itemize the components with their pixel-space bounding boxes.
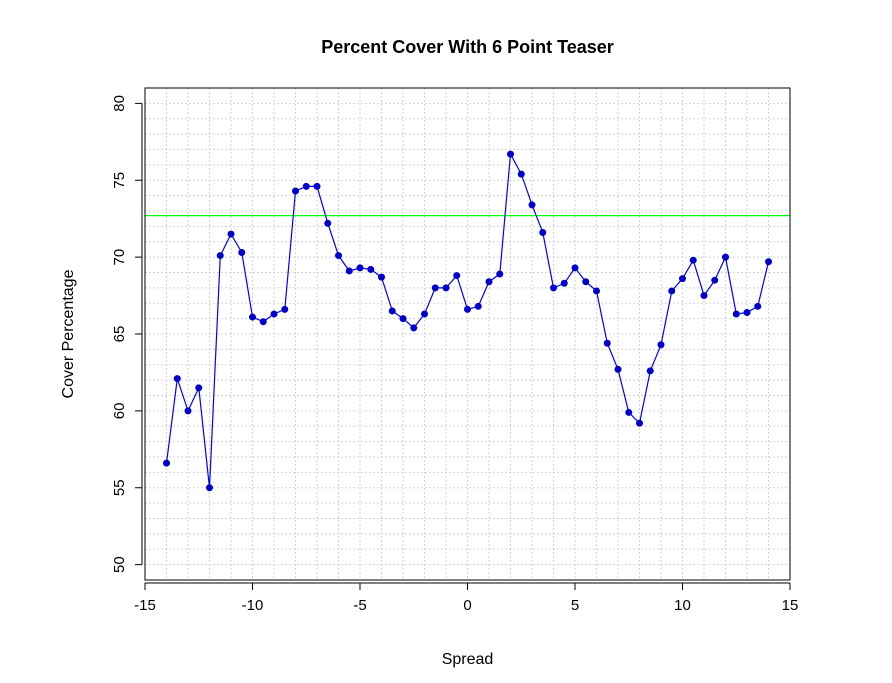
data-point — [496, 270, 504, 278]
data-point — [571, 264, 579, 272]
data-point — [636, 419, 643, 427]
data-point — [195, 384, 203, 392]
x-tick-label: -5 — [353, 597, 366, 614]
grid — [144, 87, 791, 581]
data-point — [550, 284, 557, 292]
data-point — [206, 484, 213, 492]
data-point — [732, 310, 740, 318]
data-point — [388, 307, 396, 315]
x-tick-label: -15 — [134, 597, 156, 614]
data-point — [184, 407, 192, 415]
data-point — [249, 313, 256, 321]
data-point — [270, 310, 278, 318]
x-tick-label: 0 — [463, 597, 471, 614]
data-point — [528, 201, 536, 209]
y-tick-label: 50 — [111, 556, 128, 573]
data-point — [313, 182, 321, 190]
data-point — [539, 229, 547, 237]
data-point — [442, 284, 450, 292]
data-point — [281, 305, 289, 313]
data-point — [668, 287, 676, 295]
data-point — [700, 292, 708, 300]
data-point — [765, 258, 772, 266]
chart-title: Percent Cover With 6 Point Teaser — [321, 37, 614, 57]
y-tick-label: 80 — [111, 95, 128, 112]
data-point — [292, 187, 299, 195]
data-point — [335, 252, 342, 260]
data-point — [614, 365, 622, 373]
x-axis-label: Spread — [442, 651, 494, 668]
y-axis: 50 55 60 65 70 75 80 — [111, 95, 143, 573]
data-point — [378, 273, 385, 281]
data-point — [216, 252, 224, 260]
data-point — [227, 230, 235, 238]
data-point — [603, 339, 611, 347]
data-point — [722, 253, 729, 261]
data-point — [464, 305, 471, 313]
data-point — [173, 375, 181, 383]
data-point — [593, 287, 600, 295]
data-point — [163, 459, 170, 467]
data-point — [743, 308, 751, 316]
y-tick-label: 75 — [111, 172, 128, 189]
y-axis-label: Cover Percentage — [60, 269, 77, 398]
x-tick-label: 10 — [674, 597, 691, 614]
data-point — [259, 318, 267, 326]
y-tick-label: 65 — [111, 326, 128, 343]
data-point — [560, 279, 568, 287]
data-point — [410, 324, 418, 332]
x-tick-label: -10 — [242, 597, 264, 614]
x-tick-label: 15 — [782, 597, 799, 614]
data-point — [399, 315, 407, 323]
data-point — [302, 182, 310, 190]
data-point — [657, 341, 665, 349]
data-point — [625, 408, 633, 416]
data-point — [646, 367, 654, 375]
data-point — [754, 302, 762, 310]
x-axis: -15 -10 -5 0 5 10 15 — [134, 582, 799, 614]
data-point — [367, 265, 375, 273]
data-point — [582, 278, 590, 286]
data-point — [431, 284, 439, 292]
data-point — [238, 249, 246, 257]
data-point — [679, 275, 686, 283]
y-tick-label: 55 — [111, 479, 128, 496]
data-point — [485, 278, 493, 286]
x-tick-label: 5 — [571, 597, 579, 614]
data-point — [453, 272, 461, 280]
data-point — [356, 264, 364, 272]
data-point — [345, 267, 353, 275]
y-tick-label: 60 — [111, 403, 128, 420]
data-point — [689, 256, 697, 264]
data-point — [507, 150, 514, 158]
data-point — [517, 170, 525, 178]
data-point — [711, 276, 719, 284]
y-tick-label: 70 — [111, 249, 128, 266]
plot-frame — [144, 87, 791, 581]
data-point — [421, 310, 428, 318]
data-point — [324, 219, 332, 227]
series-layer — [163, 150, 772, 492]
data-point — [474, 302, 482, 310]
